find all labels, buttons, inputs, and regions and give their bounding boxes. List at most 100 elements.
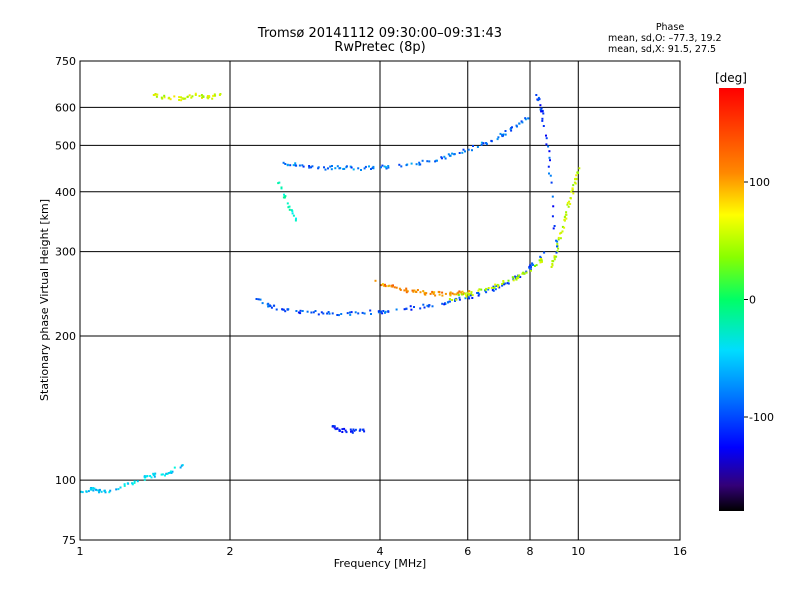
data-point (415, 291, 418, 293)
data-point (485, 287, 488, 290)
data-point (575, 178, 578, 181)
data-point (563, 215, 566, 218)
data-point (357, 312, 360, 315)
data-point (398, 163, 401, 166)
data-point (539, 255, 542, 258)
data-point (485, 142, 488, 144)
y-tick-label: 300 (55, 246, 76, 259)
data-point (327, 167, 329, 170)
data-point (511, 276, 514, 279)
data-point (472, 145, 474, 147)
x-tick-label: 4 (377, 545, 384, 558)
data-point (576, 171, 579, 174)
x-tick-label: 2 (227, 545, 234, 558)
data-point (572, 184, 575, 187)
data-point (331, 165, 333, 167)
data-point (350, 430, 352, 433)
data-point (443, 303, 446, 306)
data-point (441, 294, 444, 297)
data-point (284, 163, 287, 165)
data-point (492, 289, 495, 292)
data-point (384, 283, 386, 286)
data-point (574, 177, 577, 180)
data-point (291, 212, 294, 215)
data-point (523, 272, 526, 275)
phase-stats-label: Phase (655, 22, 685, 33)
data-point (211, 97, 214, 100)
y-tick-label: 750 (55, 55, 76, 68)
data-point (350, 311, 353, 314)
data-point (385, 167, 388, 170)
data-point (326, 312, 329, 315)
data-point (530, 269, 532, 272)
data-point (509, 128, 512, 131)
data-point (419, 291, 422, 294)
data-point (100, 490, 103, 493)
data-point (434, 294, 437, 297)
data-point (163, 96, 166, 99)
data-point (153, 475, 156, 478)
y-tick-label: 100 (55, 474, 76, 487)
data-point (405, 289, 408, 292)
data-point (281, 308, 284, 311)
data-point (341, 431, 344, 433)
data-point (413, 289, 416, 292)
data-point (354, 311, 357, 314)
data-point (282, 196, 285, 199)
data-point (462, 148, 465, 151)
data-point (468, 297, 471, 300)
data-point (525, 271, 528, 274)
data-point (578, 167, 581, 170)
data-point (194, 92, 197, 95)
data-point (471, 297, 474, 299)
data-point (498, 286, 501, 289)
data-point (405, 287, 408, 290)
data-point (545, 134, 547, 137)
data-point (566, 203, 569, 206)
y-tick-label: 75 (62, 534, 76, 547)
y-tick-label: 500 (55, 139, 76, 152)
data-point (429, 292, 432, 295)
x-axis-label: Frequency [MHz] (334, 557, 426, 570)
data-point (575, 174, 578, 177)
data-point (451, 292, 454, 295)
data-point (377, 311, 380, 314)
data-point (206, 95, 209, 98)
data-point (81, 491, 84, 494)
data-point (387, 165, 390, 167)
data-point (556, 250, 559, 253)
data-point (392, 284, 394, 287)
data-point (478, 288, 481, 291)
data-point (270, 306, 273, 309)
data-point (261, 302, 264, 305)
colorbar-label: [deg] (715, 71, 747, 85)
data-point (336, 314, 339, 316)
data-point (503, 283, 506, 286)
data-point (551, 215, 554, 218)
data-point (443, 155, 446, 158)
data-point (346, 312, 349, 315)
data-point (218, 94, 221, 96)
data-point (440, 156, 443, 159)
data-point (454, 299, 456, 302)
data-point (553, 258, 556, 261)
data-point (405, 291, 408, 294)
data-point (514, 275, 517, 278)
data-point (284, 310, 287, 313)
data-point (451, 152, 454, 155)
data-point (146, 475, 149, 477)
data-point (286, 308, 289, 311)
data-point (551, 264, 554, 267)
data-point (312, 311, 315, 314)
data-point (470, 292, 473, 295)
data-point (560, 231, 563, 234)
data-point (103, 489, 106, 492)
data-point (361, 311, 364, 314)
colorbar-tick-label: 100 (749, 176, 770, 189)
data-point (341, 428, 344, 431)
data-point (131, 483, 134, 486)
data-point (298, 164, 301, 167)
data-point (557, 238, 560, 241)
data-point (207, 97, 210, 100)
data-point (548, 172, 550, 175)
